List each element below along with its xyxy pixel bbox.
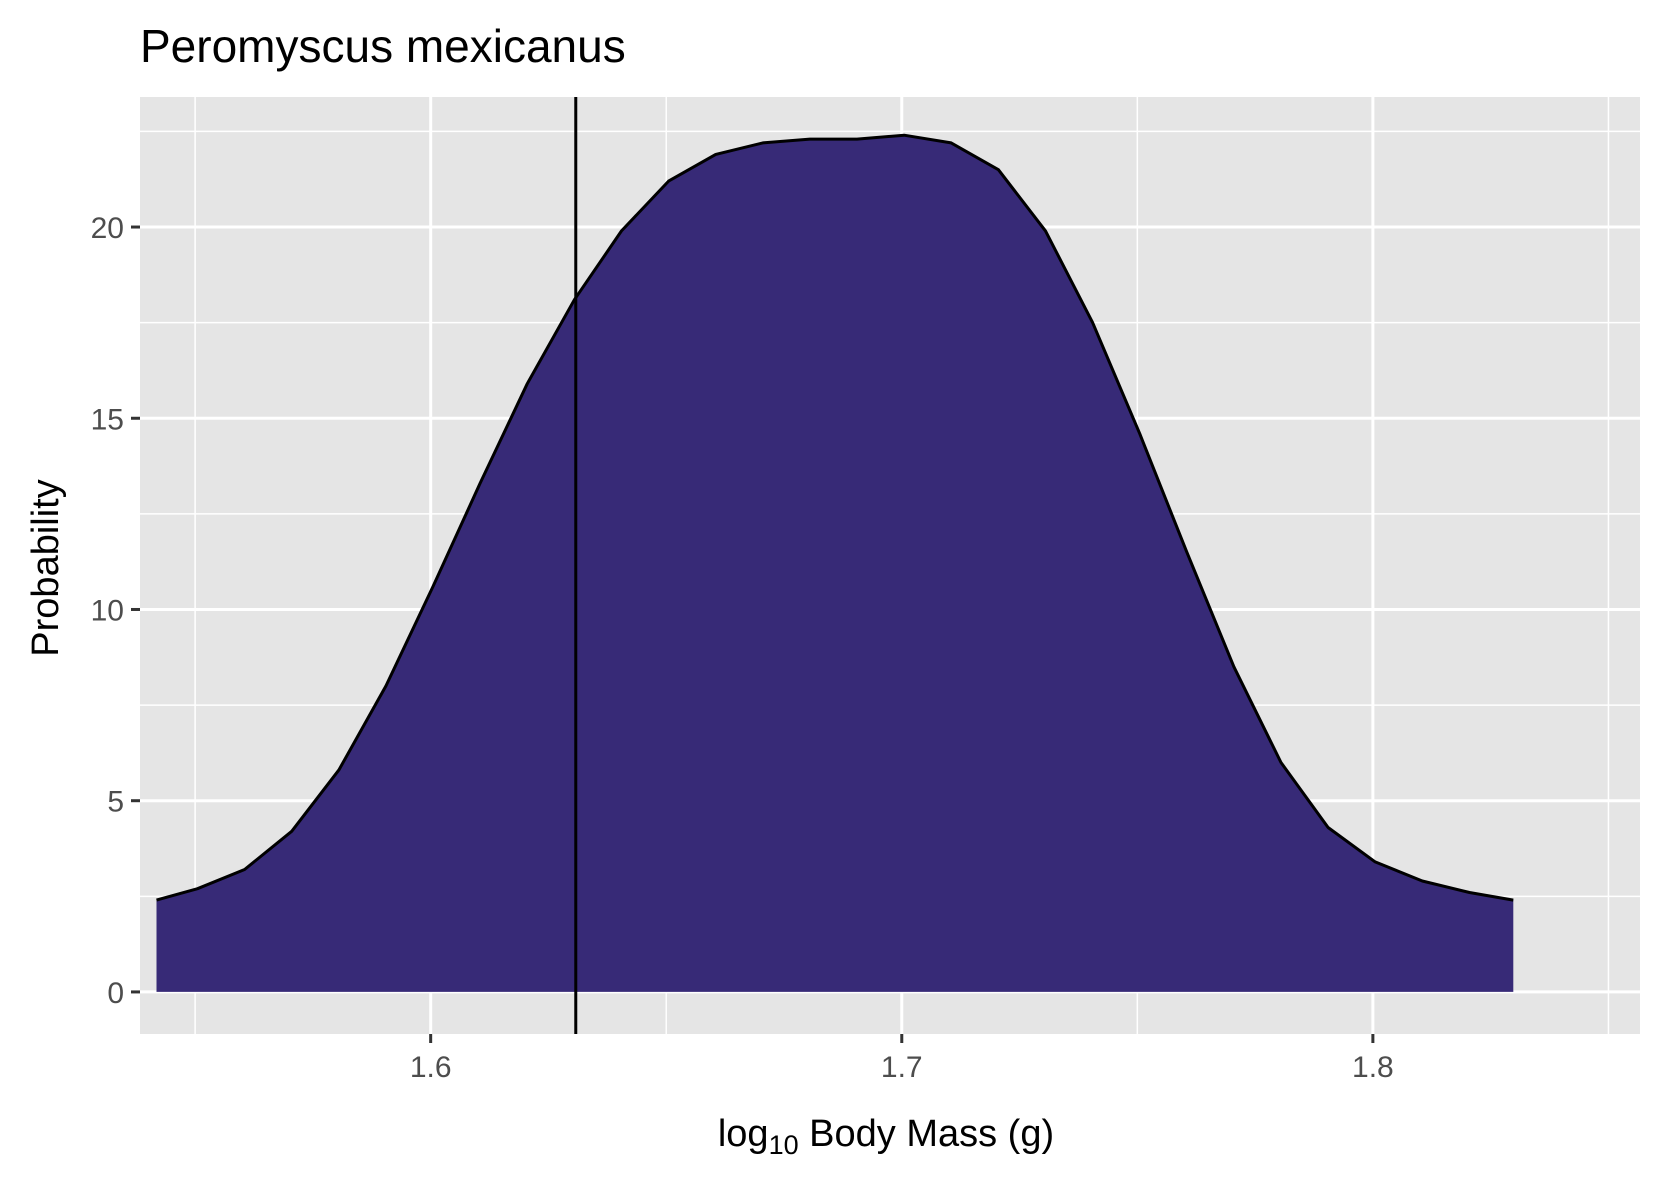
x-axis: 1.6 1.7 1.8 bbox=[410, 1034, 1394, 1084]
y-tick-label: 10 bbox=[91, 594, 124, 627]
x-axis-title-prefix: log bbox=[718, 1113, 769, 1155]
density-curve bbox=[156, 133, 1514, 902]
y-tick-label: 15 bbox=[91, 403, 124, 436]
x-tick-label: 1.8 bbox=[1352, 1051, 1394, 1084]
x-axis-title-subscript: 10 bbox=[769, 1130, 799, 1160]
y-tick-label: 20 bbox=[91, 212, 124, 245]
x-tick-label: 1.7 bbox=[881, 1051, 923, 1084]
x-tick-label: 1.6 bbox=[410, 1051, 452, 1084]
chart-title: Peromyscus mexicanus bbox=[140, 20, 626, 72]
x-axis-title-suffix: Body Mass (g) bbox=[799, 1113, 1055, 1155]
x-axis-title: log10 Body Mass (g) bbox=[718, 1113, 1054, 1160]
y-tick-label: 5 bbox=[107, 786, 124, 819]
y-axis: 0 5 10 15 20 bbox=[91, 212, 140, 1010]
density-series bbox=[156, 133, 1514, 992]
y-axis-title: Probability bbox=[25, 479, 67, 656]
density-area bbox=[156, 135, 1514, 992]
y-tick-label: 0 bbox=[107, 977, 124, 1010]
